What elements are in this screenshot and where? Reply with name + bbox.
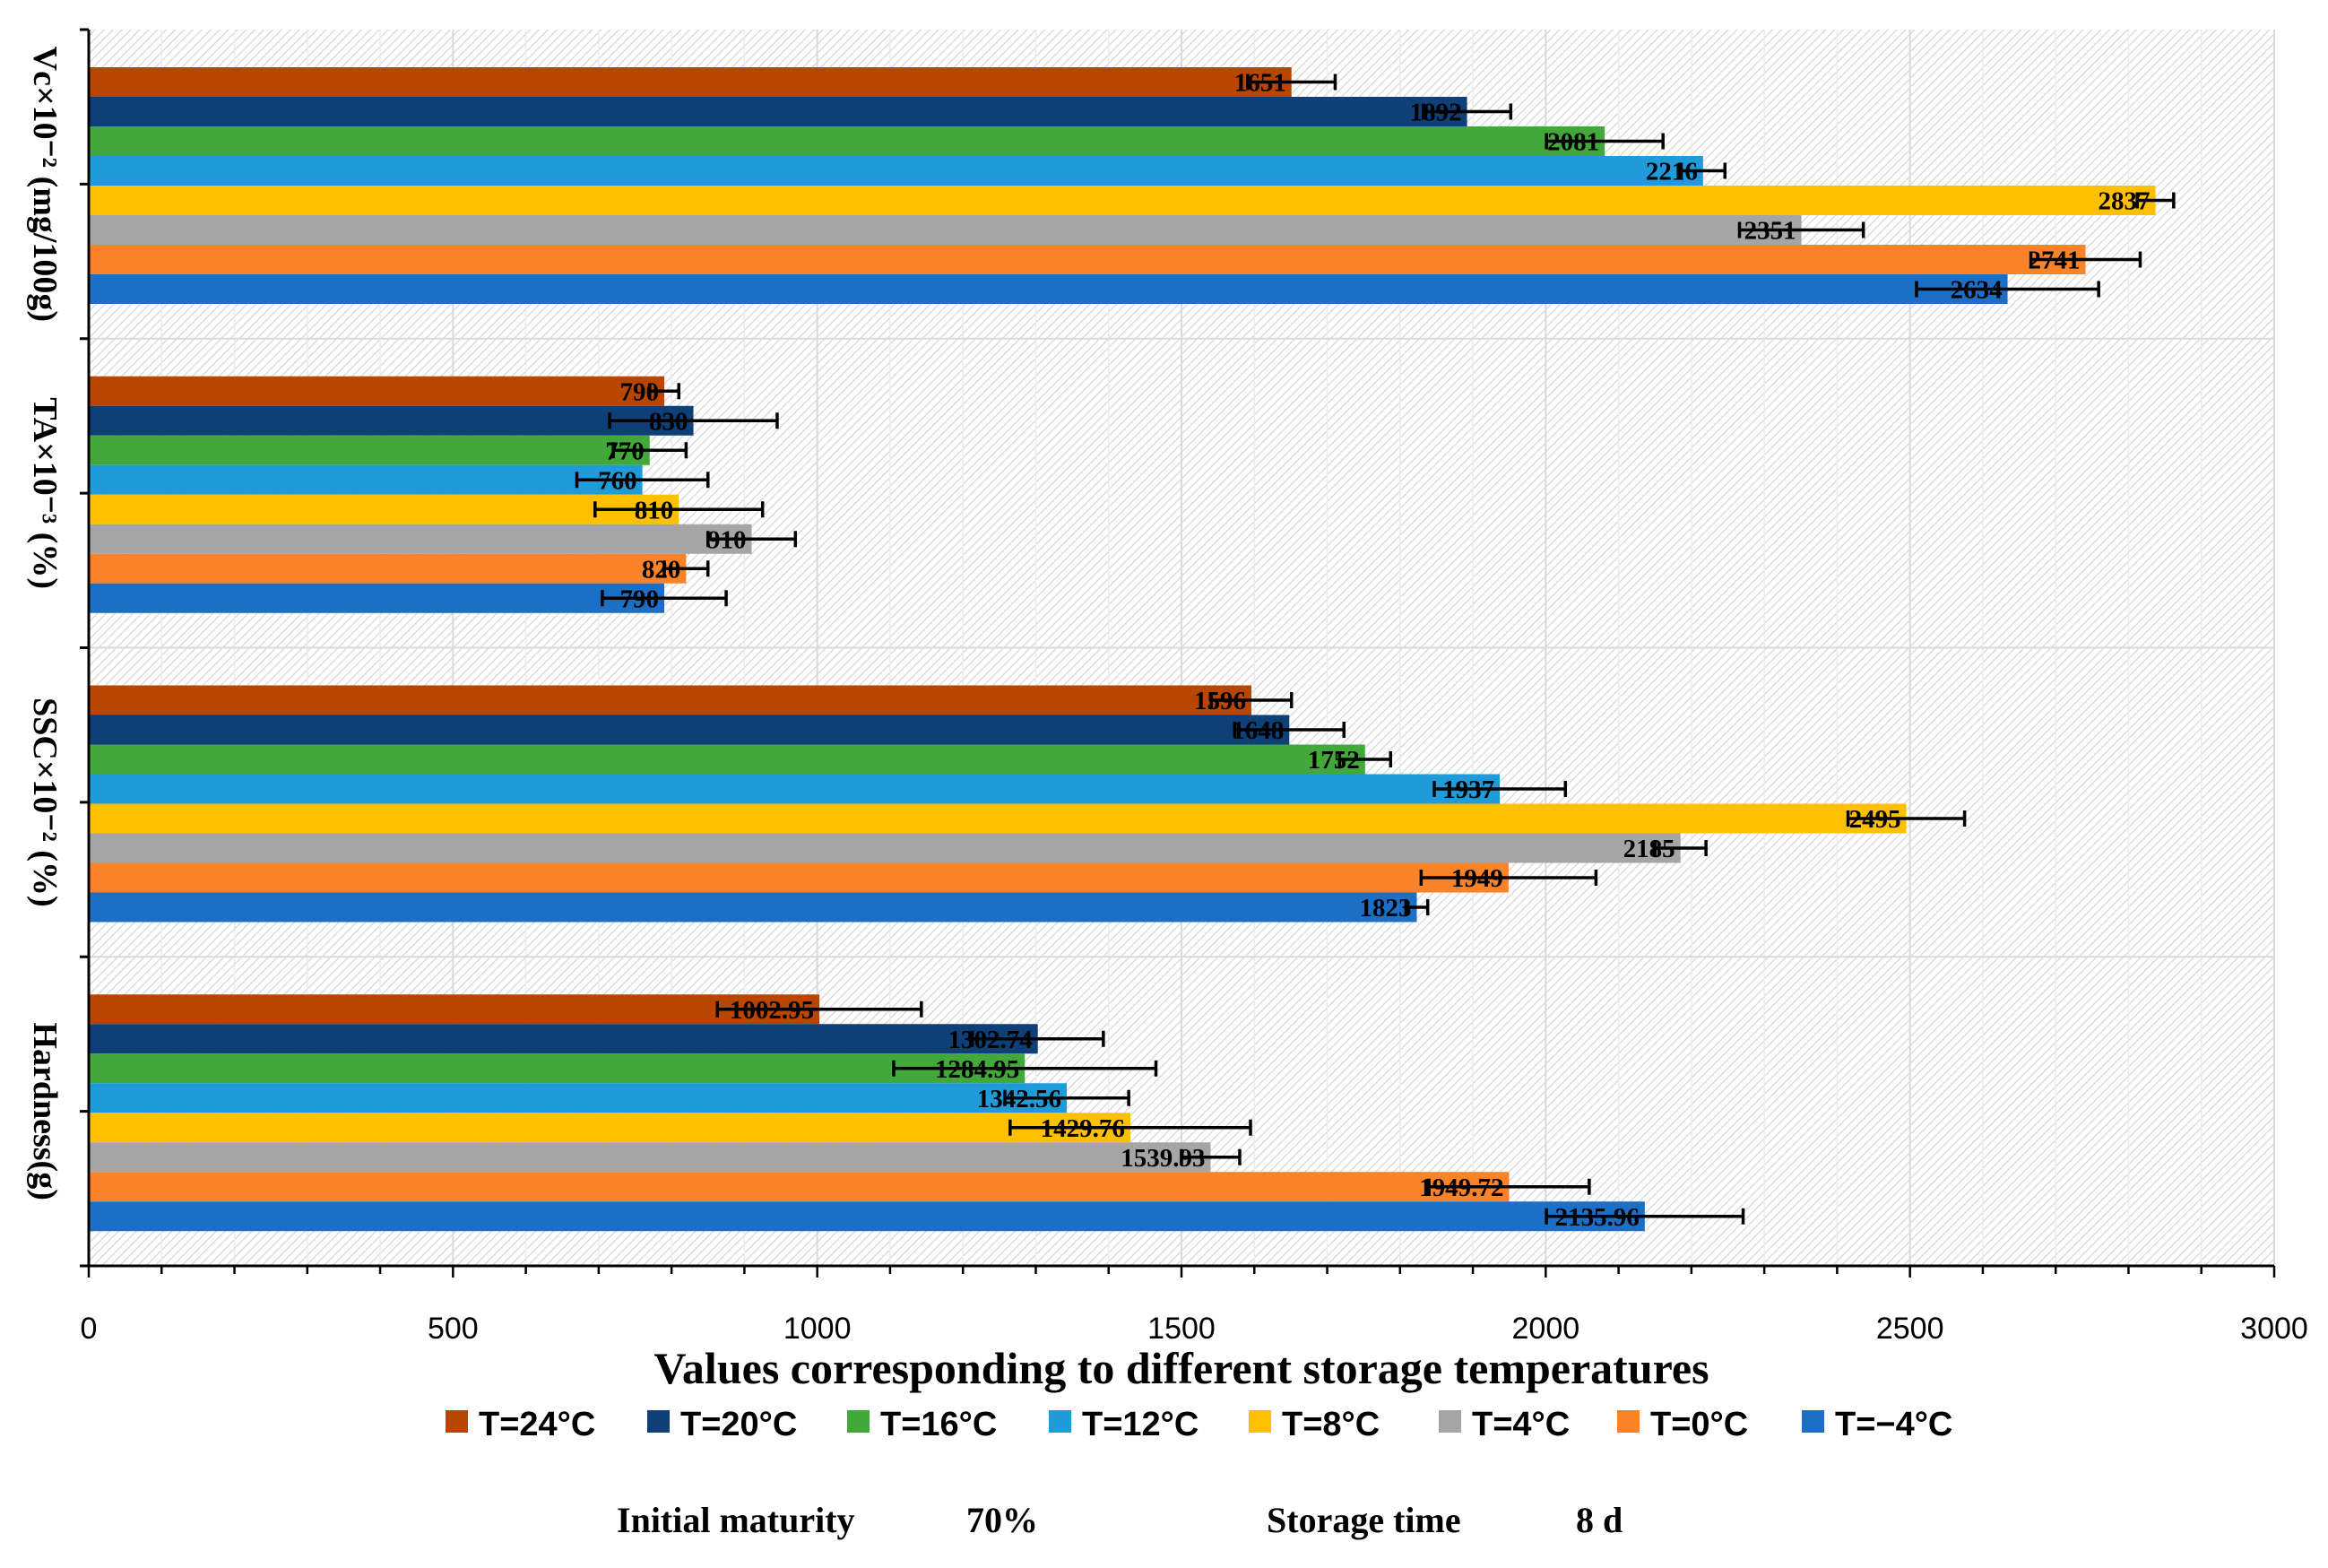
x-tick-label: 500 [428,1312,479,1346]
bar [89,435,650,465]
data-label: 1651 [1234,69,1286,98]
bar [89,1142,1211,1173]
data-label: 2351 [1744,217,1796,246]
group-label: SSC×10⁻² (%) [26,697,64,907]
bar [89,685,1252,715]
data-label: 1002.95 [730,996,814,1025]
legend-label: T=−4°C [1835,1406,1952,1443]
legend-label: T=8°C [1282,1406,1380,1443]
x-axis-title: Values corresponding to different storag… [653,1343,1709,1393]
data-label: 910 [707,525,747,554]
bar [89,553,687,584]
bar [89,744,1365,775]
x-tick-label: 0 [81,1312,98,1346]
bar [89,715,1290,745]
legend-label: T=16°C [880,1406,997,1443]
legend-swatch [1802,1410,1824,1433]
storage-value: 8 d [1576,1500,1623,1540]
x-tick-label: 2000 [1512,1312,1580,1346]
bar [89,774,1501,804]
data-label: 2185 [1623,835,1675,863]
data-label: 770 [605,437,645,465]
data-label: 1342.56 [977,1085,1061,1113]
data-label: 1823 [1359,894,1411,923]
bar [89,126,1605,156]
legend-swatch [647,1410,670,1433]
bar [89,892,1417,923]
bar [89,97,1467,126]
data-label: 1596 [1194,687,1246,715]
data-label: 2216 [1646,158,1698,186]
data-label: 2495 [1849,805,1901,834]
legend-swatch [1439,1410,1461,1433]
data-label: 790 [620,377,660,406]
bar [89,274,2008,304]
data-label: 2741 [2029,247,2081,275]
maturity-label: Initial maturity [617,1500,855,1540]
bar [89,1172,1510,1202]
bar [89,1053,1026,1084]
data-label: 820 [642,555,681,584]
legend-swatch [446,1410,468,1433]
bar [89,583,665,613]
bar [89,215,1802,245]
bar [89,405,694,436]
bar [89,494,679,524]
data-label: 1892 [1410,99,1462,127]
data-label: 1302.74 [948,1026,1032,1054]
bar [89,524,752,554]
x-tick-label: 2500 [1876,1312,1944,1346]
storage-label: Storage time [1267,1500,1461,1540]
group-label: Vc×10⁻² (mg/100g) [26,47,64,322]
maturity-value: 70% [966,1500,1038,1540]
group-label: Hardness(g) [26,1022,64,1200]
legend-swatch [847,1410,870,1433]
bar [89,376,665,406]
data-label: 2081 [1547,128,1599,157]
data-label: 1949.72 [1419,1174,1503,1202]
legend-label: T=24°C [479,1406,595,1443]
x-tick-label: 3000 [2240,1312,2308,1346]
legend-swatch [1249,1410,1271,1433]
data-label: 2837 [2099,187,2151,216]
x-tick-label: 1500 [1147,1312,1216,1346]
bar [89,245,2086,274]
legend-swatch [1049,1410,1071,1433]
bar [89,156,1703,186]
data-label: 2634 [1951,276,2003,305]
group-label: TA×10⁻³ (%) [26,397,64,589]
bar [89,1024,1038,1054]
bar [89,1201,1645,1232]
data-label: 1937 [1442,775,1494,804]
data-label: 790 [620,585,660,613]
bar [89,464,643,495]
legend-label: T=0°C [1650,1406,1748,1443]
bar [89,862,1509,893]
data-label: 1539.93 [1121,1144,1205,1173]
bar [89,803,1907,834]
data-label: 1429.76 [1041,1114,1125,1143]
legend-label: T=12°C [1082,1406,1199,1443]
bar [89,67,1292,97]
legend-swatch [1617,1410,1640,1433]
data-label: 760 [598,466,637,495]
x-tick-label: 1000 [783,1312,852,1346]
data-label: 2135.96 [1555,1203,1640,1232]
data-label: 1752 [1308,746,1360,775]
data-label: 830 [649,407,688,436]
legend-label: T=20°C [680,1406,797,1443]
data-label: 1284.95 [935,1055,1019,1084]
bar [89,1083,1068,1113]
data-label: 1949 [1451,864,1503,893]
bar [89,1113,1130,1143]
data-label: 1648 [1232,716,1284,745]
legend-label: T=4°C [1472,1406,1570,1443]
bar [89,186,2156,215]
data-label: 810 [635,496,674,524]
bar [89,833,1681,863]
bar [89,994,820,1025]
